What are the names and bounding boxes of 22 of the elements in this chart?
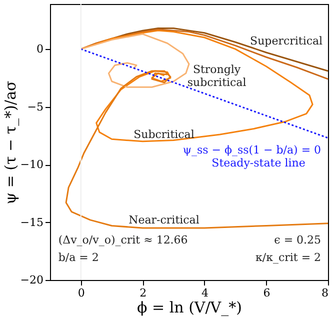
x-tick-label: 6 <box>263 286 270 300</box>
x-tick-label: 4 <box>201 286 208 300</box>
y-tick-label: −15 <box>20 216 44 229</box>
annotation: Near-critical <box>128 214 200 227</box>
annotation: Supercritical <box>250 34 324 48</box>
y-tick-label: 0 <box>36 42 44 56</box>
y-tick-label: −20 <box>20 274 44 286</box>
annotation: ϵ = 0.25 <box>274 234 322 247</box>
annotation: ψ_ss − ϕ_ss(1 − b/a) = 0 <box>182 143 322 156</box>
x-tick-label: 0 <box>78 286 85 300</box>
y-axis-title: ψ = (τ − τ_*)/aσ <box>1 80 20 204</box>
x-tick-label: 8 <box>322 286 328 300</box>
annotation: κ/κ_crit = 2 <box>256 250 322 264</box>
annotation: Steady-state line <box>212 156 306 170</box>
x-axis-title: ϕ = ln (V/V_*) <box>137 298 242 316</box>
annotation: Strongly subcritical <box>187 63 247 90</box>
y-tick-label: −5 <box>27 100 44 114</box>
y-tick-label: −10 <box>20 158 44 172</box>
annotation: (Δv_o/v_o)_crit ≈ 12.66 <box>58 234 188 247</box>
x-tick-label: 2 <box>140 286 147 300</box>
annotation: b/a = 2 <box>58 250 99 264</box>
annotation: Subcritical <box>134 128 195 142</box>
